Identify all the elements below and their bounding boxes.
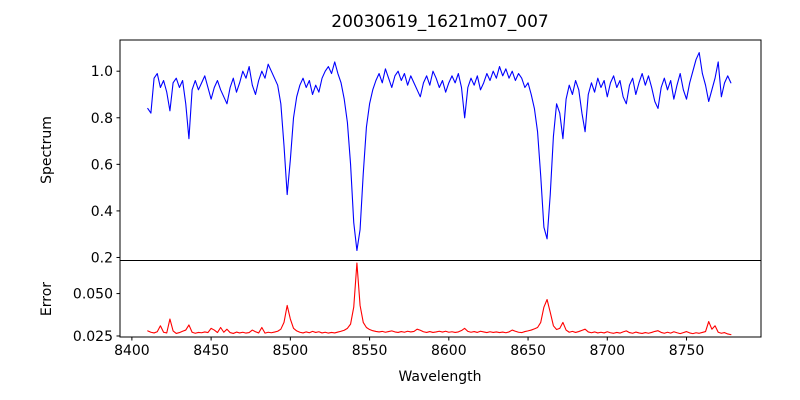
xaxis-tick-label: 8400 — [114, 343, 150, 359]
error-line — [147, 262, 732, 336]
xaxis-label: Wavelength — [398, 369, 481, 385]
yaxis-tick-label: 0.050 — [73, 287, 113, 303]
yaxis-tick-label: 0.025 — [73, 329, 113, 345]
yaxis-tick-label: 0.6 — [91, 157, 113, 173]
xaxis-tick-label: 8750 — [669, 343, 705, 359]
spectrum-panel: 0.2 0.4 0.6 0.8 1.0 — [91, 39, 762, 266]
error-panel-frame — [119, 260, 762, 338]
xaxis-tick-label: 8700 — [589, 343, 625, 359]
xaxis-ticks: 8400 8450 8500 8550 8600 8650 8700 8750 — [114, 337, 704, 359]
xaxis-tick-label: 8550 — [352, 343, 388, 359]
error-panel: 0.050 0.025 — [73, 260, 762, 345]
yaxis-tick-label: 0.4 — [91, 204, 113, 220]
spectrum-panel-frame — [119, 39, 762, 261]
xaxis-tick-label: 8500 — [273, 343, 309, 359]
xaxis-tick-label: 8600 — [431, 343, 467, 359]
yaxis-tick-label: 1.0 — [91, 64, 113, 80]
error-yaxis-ticks: 0.050 0.025 — [73, 287, 120, 345]
error-yaxis-label: Error — [39, 282, 55, 316]
xaxis-tick-label: 8450 — [193, 343, 229, 359]
spectrum-line — [147, 52, 732, 252]
spectrum-yaxis-label: Spectrum — [39, 116, 55, 184]
yaxis-tick-label: 0.8 — [91, 111, 113, 127]
yaxis-tick-label: 0.2 — [91, 250, 113, 266]
chart-title: 20030619_1621m07_007 — [331, 12, 548, 32]
xaxis-tick-label: 8650 — [510, 343, 546, 359]
spectrum-yaxis-ticks: 0.2 0.4 0.6 0.8 1.0 — [91, 64, 120, 266]
